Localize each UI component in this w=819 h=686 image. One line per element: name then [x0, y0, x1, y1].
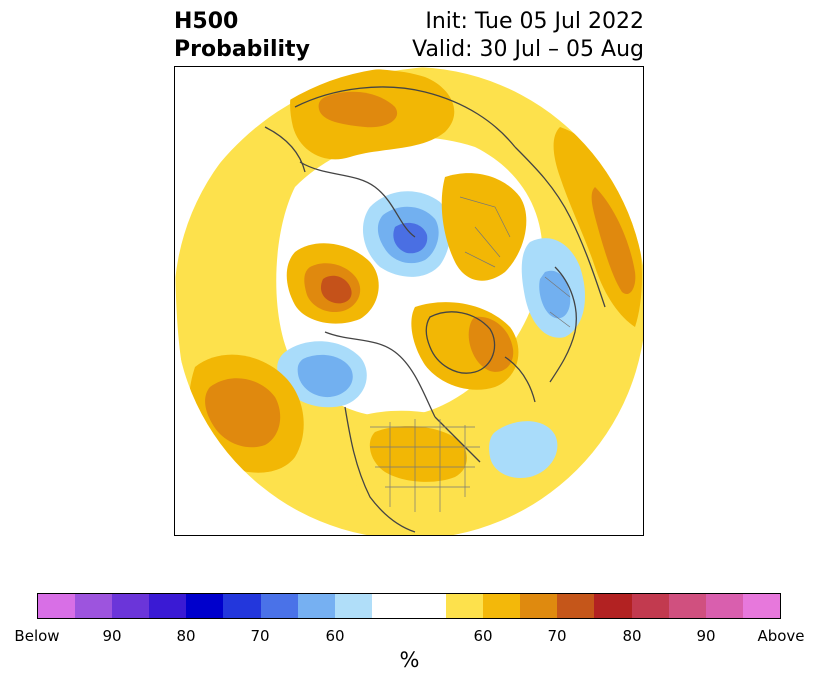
colorbar-tick-labels: Below 90 80 70 60 60 70 80 90 Above [0, 627, 819, 647]
colorbar-swatch [520, 594, 558, 618]
colorbar-tick-label: 60 [325, 627, 345, 645]
colorbar-tick-label: Above [757, 627, 805, 645]
title-product: Probability [174, 37, 310, 62]
colorbar-tick-label: 90 [696, 627, 716, 645]
colorbar-swatch [112, 594, 150, 618]
colorbar-swatch [594, 594, 632, 618]
anomaly-below-europe-core [539, 270, 571, 319]
colorbar-swatch [149, 594, 187, 618]
colorbar-swatch [705, 594, 743, 618]
colorbar-swatch [742, 594, 780, 618]
colorbar-swatch [371, 594, 447, 618]
anomaly-below-kara-core [393, 222, 428, 254]
colorbar-tick-label: 90 [102, 627, 122, 645]
anomaly-below-gulf-of-alaska-core [297, 354, 353, 398]
colorbar-swatch [557, 594, 595, 618]
colorbar-swatch [186, 594, 224, 618]
colorbar-swatch [223, 594, 261, 618]
title-field: H500 [174, 9, 239, 34]
colorbar-tick-label: 60 [473, 627, 493, 645]
anomaly-above-north-pacific-core [205, 378, 281, 448]
anomaly-above-central-eurasia [441, 173, 527, 281]
colorbar-tick-label: 80 [176, 627, 196, 645]
anomaly-above-greenland-core [468, 316, 514, 372]
colorbar-tick-label: Below [14, 627, 60, 645]
colorbar [37, 593, 781, 619]
map-panel [174, 66, 644, 536]
borders [370, 196, 571, 512]
colorbar-swatch [446, 594, 484, 618]
chart-dates: Init: Tue 05 Jul 2022 Valid: 30 Jul – 05… [412, 8, 644, 64]
colorbar-tick-label: 70 [250, 627, 270, 645]
colorbar-swatch [668, 594, 706, 618]
colorbar-swatch [38, 594, 76, 618]
colorbar-swatch [483, 594, 521, 618]
colorbar-swatch [631, 594, 669, 618]
anomaly-above-east-asia-core [591, 187, 636, 295]
anomaly-above-us-core [369, 426, 467, 482]
colorbar-swatch [297, 594, 335, 618]
chart-title: H500 Probability [174, 8, 310, 64]
anomaly-below-atlantic [489, 421, 558, 478]
colorbar-swatch [334, 594, 372, 618]
init-date: Init: Tue 05 Jul 2022 [425, 9, 644, 34]
anomaly-above-alaska-core [320, 275, 352, 304]
anomaly-above-siberia-core [318, 91, 398, 128]
polar-map [175, 67, 643, 535]
colorbar-unit-label: % [399, 648, 420, 672]
colorbar-tick-label: 80 [622, 627, 642, 645]
valid-range: Valid: 30 Jul – 05 Aug [412, 37, 644, 62]
colorbar-swatch [260, 594, 298, 618]
colorbar-tick-label: 70 [547, 627, 567, 645]
colorbar-swatch [75, 594, 113, 618]
